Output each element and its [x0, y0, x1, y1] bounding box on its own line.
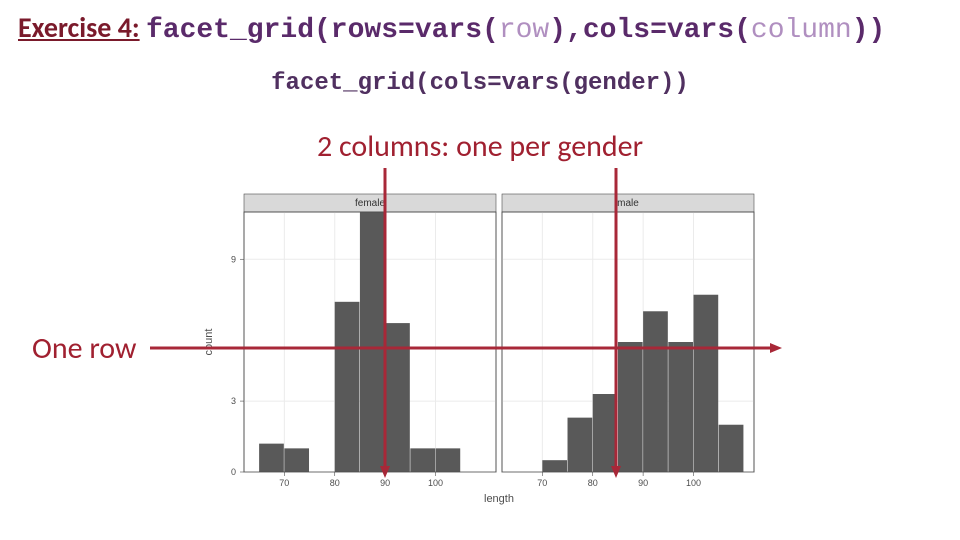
svg-text:80: 80 [588, 478, 598, 488]
title-code: facet_grid(rows=vars(row),cols=vars(colu… [146, 15, 885, 46]
exercise-label: Exercise 4: [18, 10, 140, 45]
svg-text:70: 70 [279, 478, 289, 488]
code-arg2: column [751, 15, 852, 46]
svg-text:length: length [484, 493, 514, 505]
svg-text:female: female [355, 198, 385, 209]
code-mid: ),cols=vars( [549, 15, 751, 46]
svg-text:male: male [617, 198, 639, 209]
subtitle: 2 columns: one per gender [0, 128, 960, 165]
code-suffix: )) [852, 15, 886, 46]
code-prefix: facet_grid(rows=vars( [146, 15, 499, 46]
svg-text:100: 100 [686, 478, 701, 488]
svg-text:100: 100 [428, 478, 443, 488]
facet-chart: count 0 3 9 female 70 80 90 100 male 70 80 90 100 leng… [200, 190, 760, 510]
svg-text:70: 70 [537, 478, 547, 488]
svg-text:count: count [203, 329, 215, 356]
svg-text:80: 80 [330, 478, 340, 488]
code-arg1: row [499, 15, 549, 46]
svg-text:0: 0 [231, 467, 236, 477]
svg-text:90: 90 [380, 478, 390, 488]
svg-text:9: 9 [231, 254, 236, 264]
svg-text:90: 90 [638, 478, 648, 488]
subcode: facet_grid(cols=vars(gender)) [0, 70, 960, 97]
svg-text:3: 3 [231, 396, 236, 406]
title-line: Exercise 4: facet_grid(rows=vars(row),co… [18, 10, 950, 46]
row-label: One row [32, 330, 136, 367]
